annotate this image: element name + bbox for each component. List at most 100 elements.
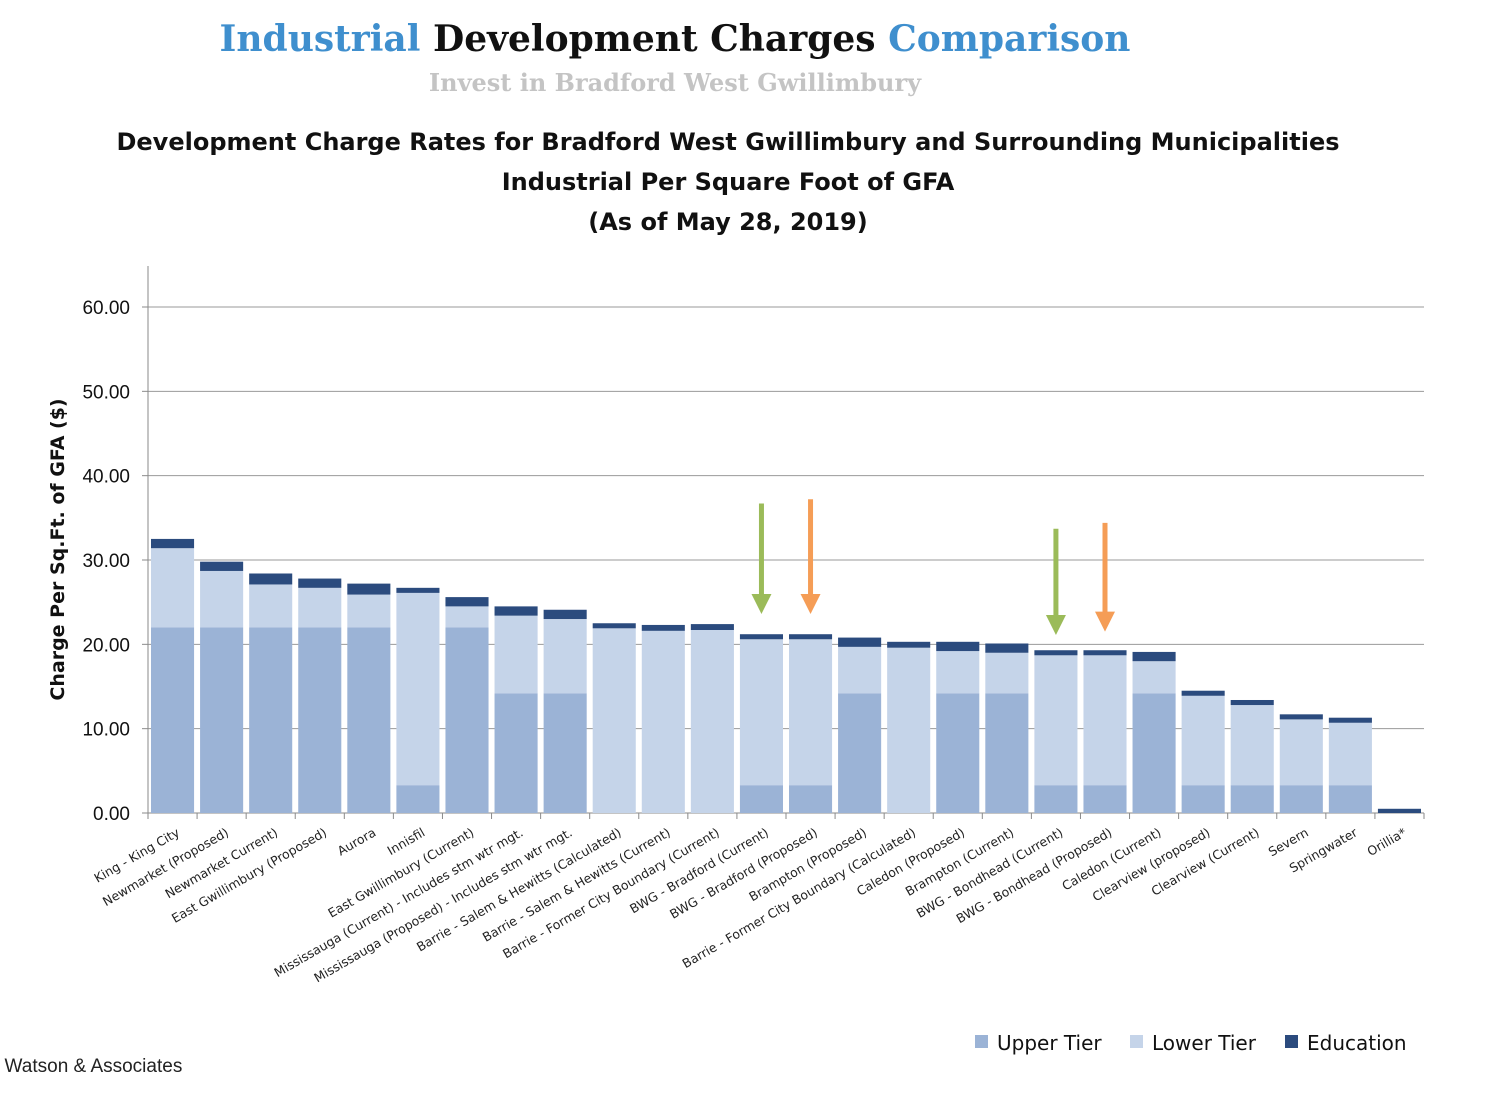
bar-segment xyxy=(838,693,882,813)
chart-title-line-2: Industrial Per Square Foot of GFA xyxy=(501,168,955,196)
bar-segment xyxy=(739,639,783,786)
bar-segment xyxy=(200,627,244,813)
bar-segment xyxy=(641,630,685,813)
y-tick-label: 20.00 xyxy=(82,635,130,656)
bar-segment xyxy=(494,606,538,616)
bar-segment xyxy=(1328,722,1372,786)
legend-label: Lower Tier xyxy=(1152,1031,1257,1055)
bar-segment xyxy=(985,693,1029,813)
bar-segment xyxy=(1083,655,1127,786)
bar-segment xyxy=(543,609,587,620)
bar-segment xyxy=(249,627,293,813)
chart-title-line-3: (As of May 28, 2019) xyxy=(588,208,868,236)
bar-segment xyxy=(1230,699,1274,706)
header-subtitle: Invest in Bradford West Gwillimbury xyxy=(428,68,922,97)
chart-title-line-1: Development Charge Rates for Bradford We… xyxy=(116,128,1340,156)
legend-swatch xyxy=(975,1035,988,1048)
bar-segment xyxy=(1328,785,1372,813)
arrow-head xyxy=(1095,611,1115,632)
bar-segment xyxy=(445,606,489,628)
bar-segment xyxy=(1181,785,1225,813)
y-tick-label: 10.00 xyxy=(82,720,130,741)
bar-segment xyxy=(249,584,293,628)
bar-segment xyxy=(396,587,440,593)
bar-segment xyxy=(494,615,538,694)
header-title-part2: Development Charges xyxy=(432,18,876,60)
bar-segment xyxy=(789,785,833,813)
bar-segment xyxy=(543,619,587,694)
bar-segment xyxy=(887,647,931,813)
bar-segment xyxy=(1083,650,1127,656)
bar-segment xyxy=(592,628,636,813)
bar-segment xyxy=(592,623,636,629)
y-tick-label: 60.00 xyxy=(82,298,130,319)
bar-segment xyxy=(347,583,391,595)
bar-segment xyxy=(1181,695,1225,786)
bar-segment xyxy=(347,627,391,813)
bar-segment xyxy=(1132,651,1176,662)
bar-segment xyxy=(690,624,734,630)
header-title-part1: Industrial xyxy=(219,18,421,60)
bar-segment xyxy=(200,570,244,628)
header-title-part3: Comparison xyxy=(888,18,1131,60)
bar-segment xyxy=(1034,785,1078,813)
bar-segment xyxy=(1230,785,1274,813)
arrow-head xyxy=(800,593,821,614)
bar-segment xyxy=(298,578,342,588)
source-credit: : Watson & Associates xyxy=(0,1056,183,1077)
header-title: Industrial Development Charges Compariso… xyxy=(0,18,1350,60)
bar-segment xyxy=(1132,661,1176,694)
y-tick-label: 0.00 xyxy=(93,804,130,825)
bar-segment xyxy=(298,587,342,628)
bar-segment xyxy=(151,627,195,813)
bar-segment xyxy=(249,573,293,585)
bar-segment xyxy=(445,627,489,813)
bar-segment xyxy=(838,646,882,694)
y-tick-label: 50.00 xyxy=(82,382,130,403)
bar-segment xyxy=(739,634,783,640)
bar-segment xyxy=(1181,690,1225,696)
bar-segment xyxy=(936,651,980,694)
bar-segment xyxy=(151,548,195,628)
bar-segment xyxy=(200,561,244,571)
y-axis-label: Charge Per Sq.Ft. of GFA ($) xyxy=(47,398,69,700)
legend-label: Education xyxy=(1307,1031,1407,1055)
bar-segment xyxy=(985,652,1029,694)
bar-segment xyxy=(298,627,342,813)
bar-segment xyxy=(494,693,538,813)
y-tick-label: 40.00 xyxy=(82,467,130,488)
bar-segment xyxy=(739,785,783,813)
arrow-head xyxy=(751,593,772,614)
bar-segment xyxy=(1083,785,1127,813)
y-tick-label: 30.00 xyxy=(82,551,130,572)
bar-segment xyxy=(936,693,980,813)
bar-segment xyxy=(887,641,931,648)
x-tick-label: Orillia* xyxy=(1364,825,1409,859)
bar-segment xyxy=(1328,717,1372,723)
bar-segment xyxy=(347,594,391,628)
bar-segment xyxy=(1034,650,1078,656)
bar-segment xyxy=(396,592,440,786)
bar-segment xyxy=(641,624,685,631)
bar-segment xyxy=(985,643,1029,653)
bar-segment xyxy=(1230,705,1274,786)
arrow-head xyxy=(1045,615,1066,636)
bar-segment xyxy=(1377,808,1421,813)
bar-segment xyxy=(1132,693,1176,813)
bar-segment xyxy=(838,637,882,647)
bar-segment xyxy=(151,538,195,549)
legend-swatch xyxy=(1285,1035,1298,1048)
x-tick-label: Aurora xyxy=(335,825,379,859)
chart-title: Development Charge Rates for Bradford We… xyxy=(0,122,1456,242)
bar-segment xyxy=(936,641,980,652)
bar-segment xyxy=(1279,785,1323,813)
bar-segment xyxy=(445,597,489,607)
bar-segment xyxy=(396,785,440,813)
bar-segment xyxy=(1279,714,1323,720)
bar-segment xyxy=(690,629,734,813)
bar-segment xyxy=(1279,719,1323,786)
bar-segment xyxy=(789,639,833,786)
bar-segment xyxy=(543,693,587,813)
bar-segment xyxy=(1034,655,1078,786)
